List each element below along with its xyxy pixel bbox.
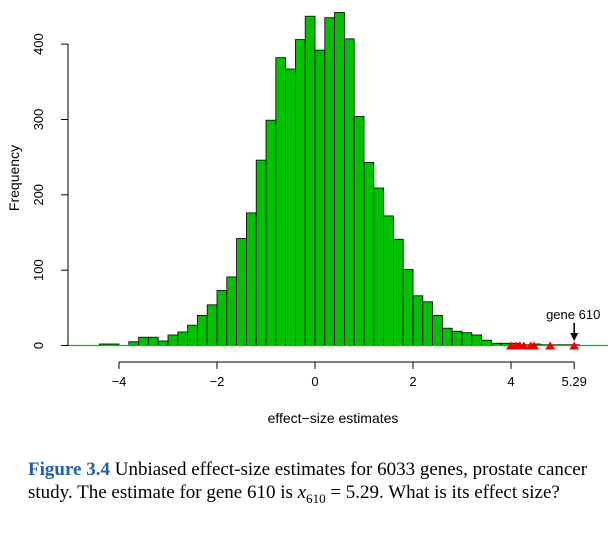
histogram-bar bbox=[364, 162, 374, 345]
histogram-bar bbox=[276, 58, 286, 346]
x-tick-label: 2 bbox=[409, 374, 416, 389]
histogram-bar bbox=[413, 296, 423, 346]
y-tick-label: 0 bbox=[31, 342, 46, 349]
figure-caption: Figure 3.4 Unbiased effect-size estimate… bbox=[28, 458, 598, 510]
x-tick-label: 5.29 bbox=[562, 374, 587, 389]
histogram-chart: −4 −2 0 2 4 5.29 0 100 200 300 400 effect−size es… bbox=[0, 0, 610, 440]
histogram-bar bbox=[207, 305, 217, 346]
histogram-bar bbox=[286, 69, 296, 346]
histogram-bar bbox=[188, 325, 198, 345]
histogram-bar bbox=[384, 216, 394, 346]
histogram-bar bbox=[246, 213, 256, 346]
x-axis: −4 −2 0 2 4 5.29 bbox=[112, 362, 587, 389]
histogram-bar bbox=[482, 340, 492, 345]
histogram-bars bbox=[99, 12, 579, 345]
y-tick-label: 200 bbox=[31, 184, 46, 206]
histogram-bar bbox=[168, 335, 178, 346]
histogram-bar bbox=[158, 341, 168, 346]
histogram-bar bbox=[217, 290, 227, 345]
histogram-bar bbox=[472, 335, 482, 346]
histogram-bar bbox=[295, 40, 305, 346]
histogram-bar bbox=[403, 269, 413, 345]
histogram-bar bbox=[462, 333, 472, 346]
histogram-bar bbox=[305, 16, 315, 345]
histogram-bar bbox=[354, 116, 364, 345]
y-axis: 0 100 200 300 400 bbox=[31, 33, 68, 349]
caption-math-var: x bbox=[298, 482, 306, 503]
histogram-bar bbox=[393, 239, 403, 345]
x-tick-label: −4 bbox=[112, 374, 127, 389]
histogram-bar bbox=[344, 39, 354, 346]
histogram-bar bbox=[374, 188, 384, 345]
histogram-bar bbox=[139, 337, 149, 345]
x-tick-label: −2 bbox=[210, 374, 225, 389]
histogram-bar bbox=[178, 332, 188, 346]
y-tick-label: 300 bbox=[31, 109, 46, 131]
gene-610-annotation: gene 610 bbox=[546, 307, 600, 341]
x-axis-label: effect−size estimates bbox=[268, 410, 399, 426]
caption-text-2: = 5.29. What is its effect size? bbox=[326, 482, 560, 503]
histogram-bar bbox=[325, 18, 335, 346]
annotation-label: gene 610 bbox=[546, 307, 600, 322]
histogram-bar bbox=[197, 315, 207, 345]
histogram-bar bbox=[266, 120, 276, 345]
y-tick-label: 400 bbox=[31, 33, 46, 55]
x-tick-label: 0 bbox=[311, 374, 318, 389]
caption-label: Figure bbox=[28, 459, 81, 480]
histogram-bar bbox=[423, 302, 433, 346]
histogram-bar bbox=[452, 331, 462, 345]
histogram-bar bbox=[256, 160, 266, 345]
histogram-bar bbox=[315, 50, 325, 345]
y-axis-label: Frequency bbox=[6, 145, 22, 211]
caption-math-sub: 610 bbox=[306, 491, 326, 506]
histogram-bar bbox=[227, 277, 237, 346]
arrow-head-icon bbox=[570, 333, 578, 341]
histogram-bar bbox=[148, 337, 158, 345]
y-tick-label: 100 bbox=[31, 259, 46, 281]
histogram-bar bbox=[433, 315, 443, 345]
x-tick-label: 4 bbox=[507, 374, 514, 389]
histogram-bar bbox=[237, 239, 247, 346]
histogram-bar bbox=[442, 328, 452, 345]
caption-number: 3.4 bbox=[86, 459, 110, 480]
histogram-bar bbox=[335, 12, 345, 345]
